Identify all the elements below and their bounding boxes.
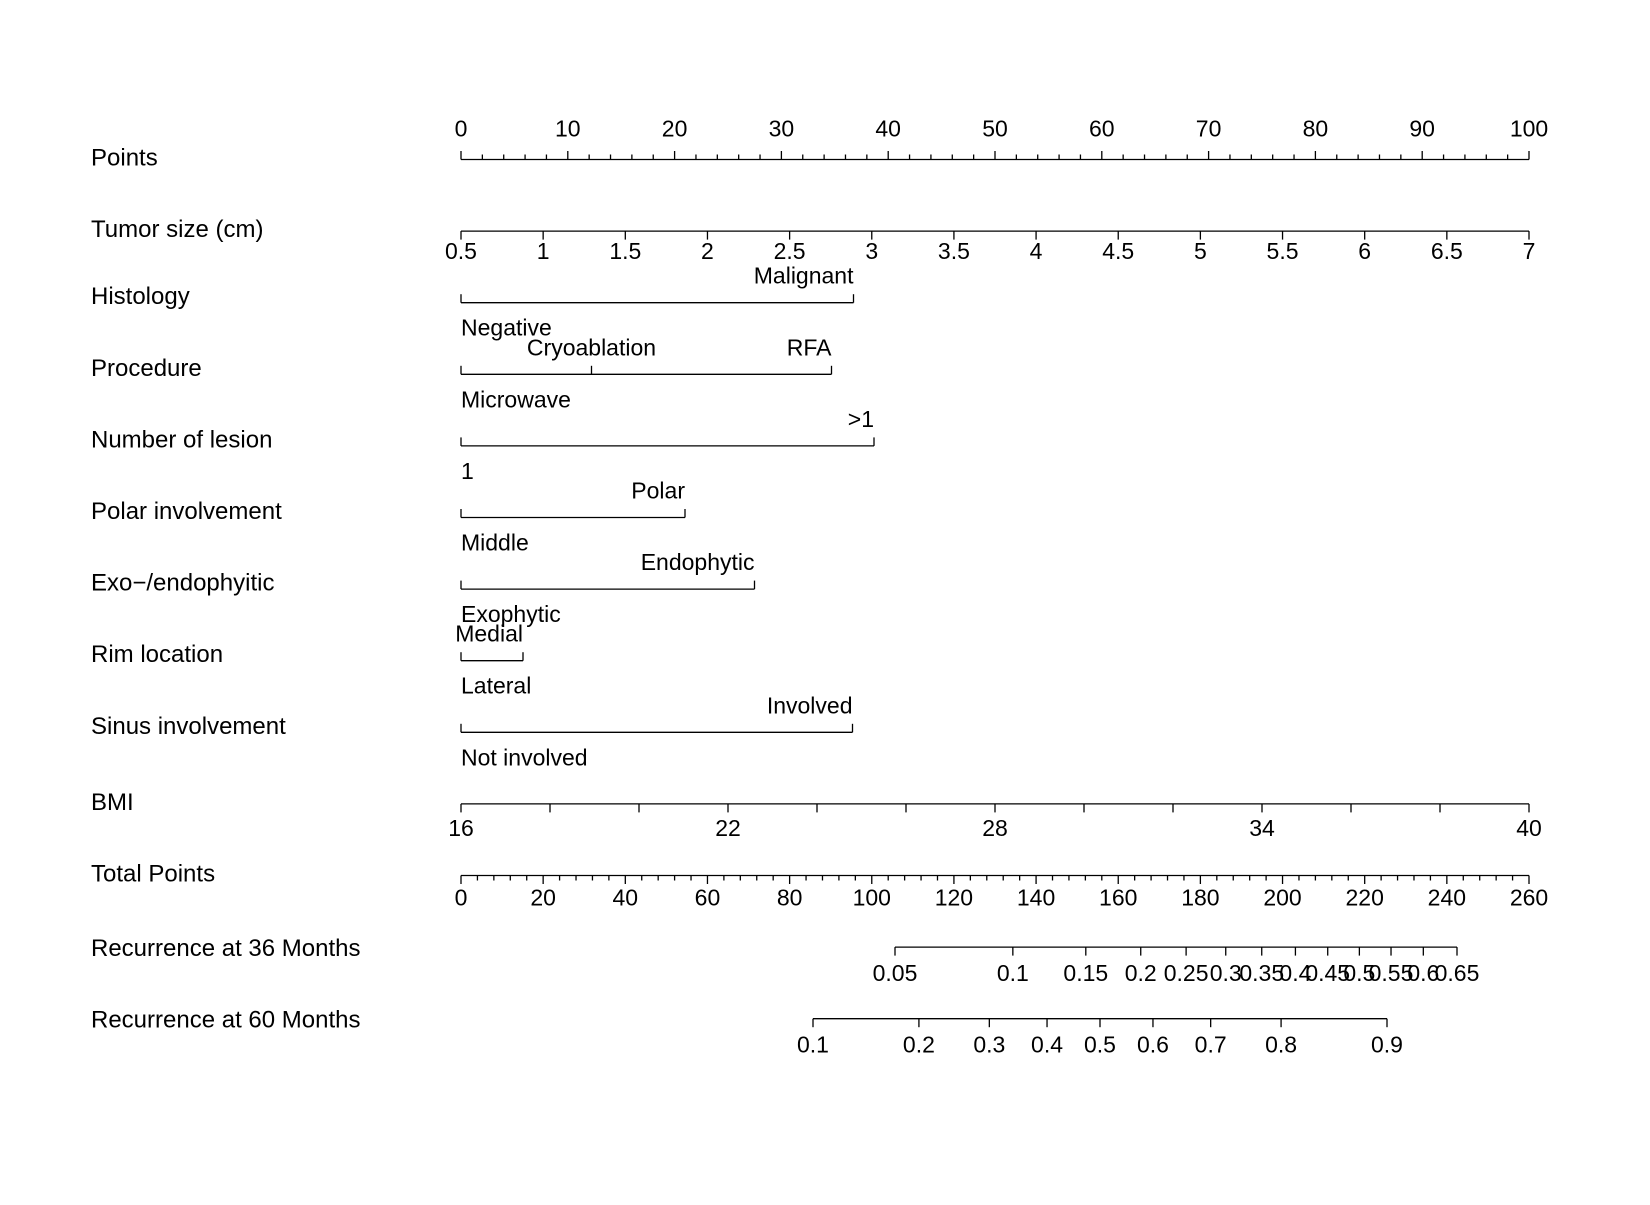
svg-text:0.2: 0.2: [1125, 960, 1157, 986]
svg-text:3.5: 3.5: [938, 238, 970, 264]
svg-text:28: 28: [982, 815, 1008, 841]
svg-text:160: 160: [1099, 885, 1137, 911]
svg-text:Tumor size (cm): Tumor size (cm): [91, 216, 263, 243]
svg-text:0.1: 0.1: [997, 960, 1029, 986]
svg-text:0.1: 0.1: [797, 1032, 829, 1058]
svg-text:Points: Points: [91, 145, 158, 172]
svg-text:0.65: 0.65: [1435, 960, 1480, 986]
svg-text:0.15: 0.15: [1063, 960, 1108, 986]
svg-text:Total Points: Total Points: [91, 861, 215, 888]
svg-text:0.7: 0.7: [1195, 1032, 1227, 1058]
svg-text:4.5: 4.5: [1102, 238, 1134, 264]
svg-text:140: 140: [1017, 885, 1055, 911]
svg-text:2: 2: [701, 238, 714, 264]
svg-text:80: 80: [777, 885, 803, 911]
svg-text:40: 40: [613, 885, 639, 911]
svg-text:180: 180: [1181, 885, 1219, 911]
svg-text:240: 240: [1428, 885, 1466, 911]
svg-text:Lateral: Lateral: [461, 673, 531, 699]
svg-text:Cryoablation: Cryoablation: [527, 334, 656, 360]
svg-text:0.8: 0.8: [1265, 1032, 1297, 1058]
svg-text:0.9: 0.9: [1371, 1032, 1403, 1058]
svg-text:Microwave: Microwave: [461, 386, 571, 412]
svg-text:Recurrence at 36 Months: Recurrence at 36 Months: [91, 935, 360, 962]
svg-text:60: 60: [695, 885, 721, 911]
svg-text:0: 0: [455, 116, 468, 142]
svg-text:40: 40: [1516, 815, 1542, 841]
svg-text:Number of lesion: Number of lesion: [91, 426, 272, 453]
svg-text:Sinus involvement: Sinus involvement: [91, 713, 286, 740]
svg-text:Polar: Polar: [631, 478, 685, 504]
svg-text:34: 34: [1249, 815, 1275, 841]
svg-text:Rim location: Rim location: [91, 641, 223, 668]
svg-text:60: 60: [1089, 116, 1115, 142]
svg-text:1: 1: [537, 238, 550, 264]
svg-text:3: 3: [865, 238, 878, 264]
svg-text:5.5: 5.5: [1267, 238, 1299, 264]
svg-text:0.25: 0.25: [1164, 960, 1209, 986]
svg-text:Involved: Involved: [767, 692, 853, 718]
svg-text:6: 6: [1358, 238, 1371, 264]
svg-text:0.4: 0.4: [1031, 1032, 1063, 1058]
svg-text:4: 4: [1030, 238, 1043, 264]
svg-text:200: 200: [1263, 885, 1301, 911]
svg-text:20: 20: [662, 116, 688, 142]
svg-text:BMI: BMI: [91, 789, 134, 816]
svg-text:0.2: 0.2: [903, 1032, 935, 1058]
svg-text:Endophytic: Endophytic: [641, 549, 755, 575]
svg-text:0.35: 0.35: [1239, 960, 1284, 986]
svg-text:Exo−/endophyitic: Exo−/endophyitic: [91, 570, 274, 597]
svg-text:22: 22: [715, 815, 741, 841]
svg-text:6.5: 6.5: [1431, 238, 1463, 264]
svg-text:220: 220: [1346, 885, 1384, 911]
svg-text:80: 80: [1303, 116, 1329, 142]
svg-text:20: 20: [530, 885, 556, 911]
svg-text:0.5: 0.5: [445, 238, 477, 264]
svg-text:Histology: Histology: [91, 283, 190, 310]
svg-text:0.3: 0.3: [973, 1032, 1005, 1058]
svg-text:2.5: 2.5: [774, 238, 806, 264]
svg-text:10: 10: [555, 116, 581, 142]
svg-text:100: 100: [1510, 116, 1548, 142]
svg-text:Middle: Middle: [461, 530, 529, 556]
svg-text:0.05: 0.05: [873, 960, 918, 986]
svg-text:90: 90: [1409, 116, 1435, 142]
svg-text:30: 30: [769, 116, 795, 142]
svg-text:40: 40: [875, 116, 901, 142]
svg-text:0: 0: [455, 885, 468, 911]
svg-text:5: 5: [1194, 238, 1207, 264]
svg-text:1: 1: [461, 458, 474, 484]
svg-text:Malignant: Malignant: [754, 263, 854, 289]
svg-text:100: 100: [853, 885, 891, 911]
svg-text:Procedure: Procedure: [91, 355, 202, 382]
svg-text:120: 120: [935, 885, 973, 911]
svg-text:0.5: 0.5: [1084, 1032, 1116, 1058]
svg-text:70: 70: [1196, 116, 1222, 142]
svg-text:0.3: 0.3: [1210, 960, 1242, 986]
svg-text:50: 50: [982, 116, 1008, 142]
svg-text:0.6: 0.6: [1137, 1032, 1169, 1058]
svg-text:>1: >1: [848, 406, 874, 432]
svg-text:Medial: Medial: [455, 621, 523, 647]
svg-text:260: 260: [1510, 885, 1548, 911]
svg-text:RFA: RFA: [787, 334, 832, 360]
svg-text:Not involved: Not involved: [461, 744, 588, 770]
svg-text:1.5: 1.5: [609, 238, 641, 264]
svg-text:Polar involvement: Polar involvement: [91, 498, 282, 525]
svg-text:7: 7: [1523, 238, 1536, 264]
svg-text:Recurrence at 60 Months: Recurrence at 60 Months: [91, 1007, 360, 1034]
svg-text:16: 16: [448, 815, 474, 841]
